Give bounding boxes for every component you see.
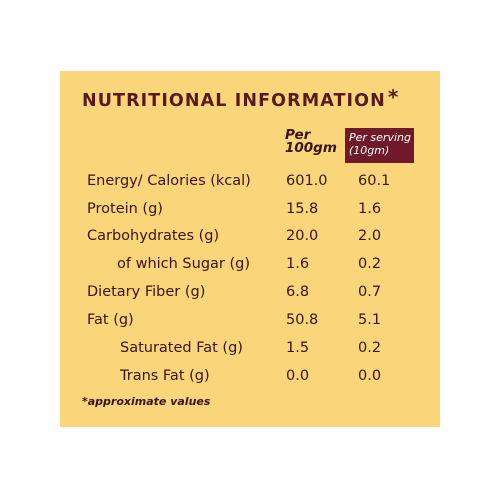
per-100gm-value: 1.6 — [286, 256, 310, 272]
per-serving-value: 0.7 — [358, 284, 382, 300]
per-100gm-header: Per 100gm — [285, 127, 337, 156]
nutrient-row-trans-fat: Trans Fat (g) 0.0 0.0 — [60, 368, 440, 392]
nutrient-label: Fat (g) — [87, 312, 134, 328]
nutrient-label: Protein (g) — [87, 201, 163, 217]
per-100gm-value: 1.5 — [286, 340, 310, 356]
per-100gm-header-line1: Per — [285, 127, 311, 143]
per-serving-header: Per serving (10gm) — [345, 128, 414, 163]
per-100gm-value: 20.0 — [286, 228, 319, 244]
nutrient-row-saturated-fat: Saturated Fat (g) 1.5 0.2 — [60, 340, 440, 364]
per-100gm-value: 15.8 — [286, 201, 319, 217]
panel-title-text: NUTRITIONAL INFORMATION — [82, 91, 386, 111]
title-asterisk: * — [387, 85, 400, 109]
per-100gm-value: 601.0 — [286, 173, 328, 189]
per-100gm-value: 50.8 — [286, 312, 319, 328]
nutrient-label: Carbohydrates (g) — [87, 228, 220, 244]
per-serving-value: 0.0 — [358, 368, 382, 384]
per-serving-header-line1: Per serving — [349, 131, 411, 144]
nutrient-label: Trans Fat (g) — [120, 368, 210, 384]
nutrient-label: Energy/ Calories (kcal) — [87, 173, 251, 189]
nutrition-panel: NUTRITIONAL INFORMATION * Per 100gm Per s… — [60, 71, 440, 427]
per-100gm-header-line2: 100gm — [285, 140, 337, 156]
nutrient-label: of which Sugar (g) — [117, 256, 251, 272]
per-serving-value: 2.0 — [358, 228, 382, 244]
per-serving-value: 0.2 — [358, 256, 382, 272]
nutrient-row-sugar: of which Sugar (g) 1.6 0.2 — [60, 256, 440, 280]
nutrient-label: Dietary Fiber (g) — [87, 284, 206, 300]
nutrient-row-carbohydrates: Carbohydrates (g) 20.0 2.0 — [60, 228, 440, 252]
footnote: *approximate values — [82, 395, 211, 408]
panel-title: NUTRITIONAL INFORMATION * — [82, 85, 399, 115]
per-serving-value: 0.2 — [358, 340, 382, 356]
per-serving-value: 1.6 — [358, 201, 382, 217]
nutrient-row-fat: Fat (g) 50.8 5.1 — [60, 312, 440, 336]
nutrient-row-dietary-fiber: Dietary Fiber (g) 6.8 0.7 — [60, 284, 440, 308]
nutrient-row-energy: Energy/ Calories (kcal) 601.0 60.1 — [60, 173, 440, 197]
per-serving-value: 5.1 — [358, 312, 382, 328]
per-100gm-value: 6.8 — [286, 284, 310, 300]
per-serving-header-line2: (10gm) — [349, 144, 390, 157]
nutrient-label: Saturated Fat (g) — [120, 340, 243, 356]
per-100gm-value: 0.0 — [286, 368, 310, 384]
nutrient-row-protein: Protein (g) 15.8 1.6 — [60, 201, 440, 225]
per-serving-value: 60.1 — [358, 173, 391, 189]
